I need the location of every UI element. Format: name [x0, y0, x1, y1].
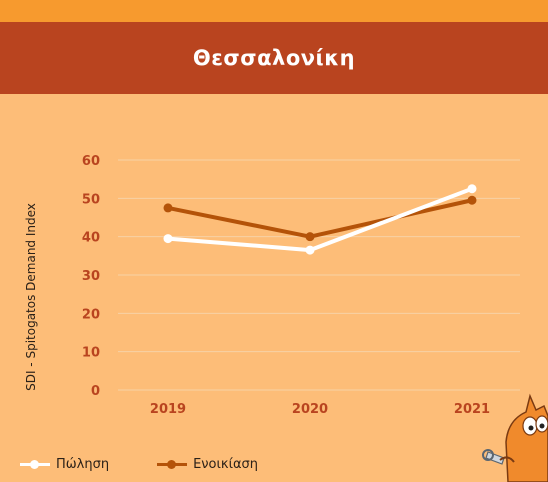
legend-item-rent: Ενοικίαση — [157, 457, 258, 472]
x-tick-label: 2019 — [150, 402, 186, 417]
data-point — [163, 203, 173, 213]
data-point — [467, 184, 477, 194]
legend-swatch-sale — [20, 459, 50, 469]
data-point — [305, 232, 315, 242]
y-tick-label: 10 — [82, 346, 100, 361]
y-tick-label: 40 — [82, 231, 100, 246]
title-banner: Θεσσαλονίκη — [0, 22, 548, 94]
y-tick-label: 30 — [82, 269, 100, 284]
y-tick-label: 0 — [91, 384, 100, 399]
data-point — [163, 234, 173, 244]
y-tick-label: 20 — [82, 307, 100, 322]
x-tick-label: 2020 — [292, 402, 328, 417]
legend: Πώληση Ενοικίαση — [20, 455, 306, 473]
legend-swatch-rent — [157, 459, 188, 469]
legend-label-sale: Πώληση — [56, 456, 110, 472]
cat-mascot-icon — [482, 393, 548, 482]
y-tick-label: 50 — [82, 192, 100, 207]
top-accent-strip — [0, 0, 548, 22]
chart-title: Θεσσαλονίκη — [192, 46, 356, 70]
y-axis-label: SDI - Spitogatos Demand Index — [24, 203, 38, 391]
data-point — [305, 245, 315, 255]
legend-item-sale: Πώληση — [20, 457, 109, 472]
y-tick-label: 60 — [82, 154, 100, 169]
x-tick-label: 2021 — [454, 402, 490, 417]
data-point — [467, 195, 477, 205]
legend-label-rent: Ενοικίαση — [193, 456, 259, 472]
